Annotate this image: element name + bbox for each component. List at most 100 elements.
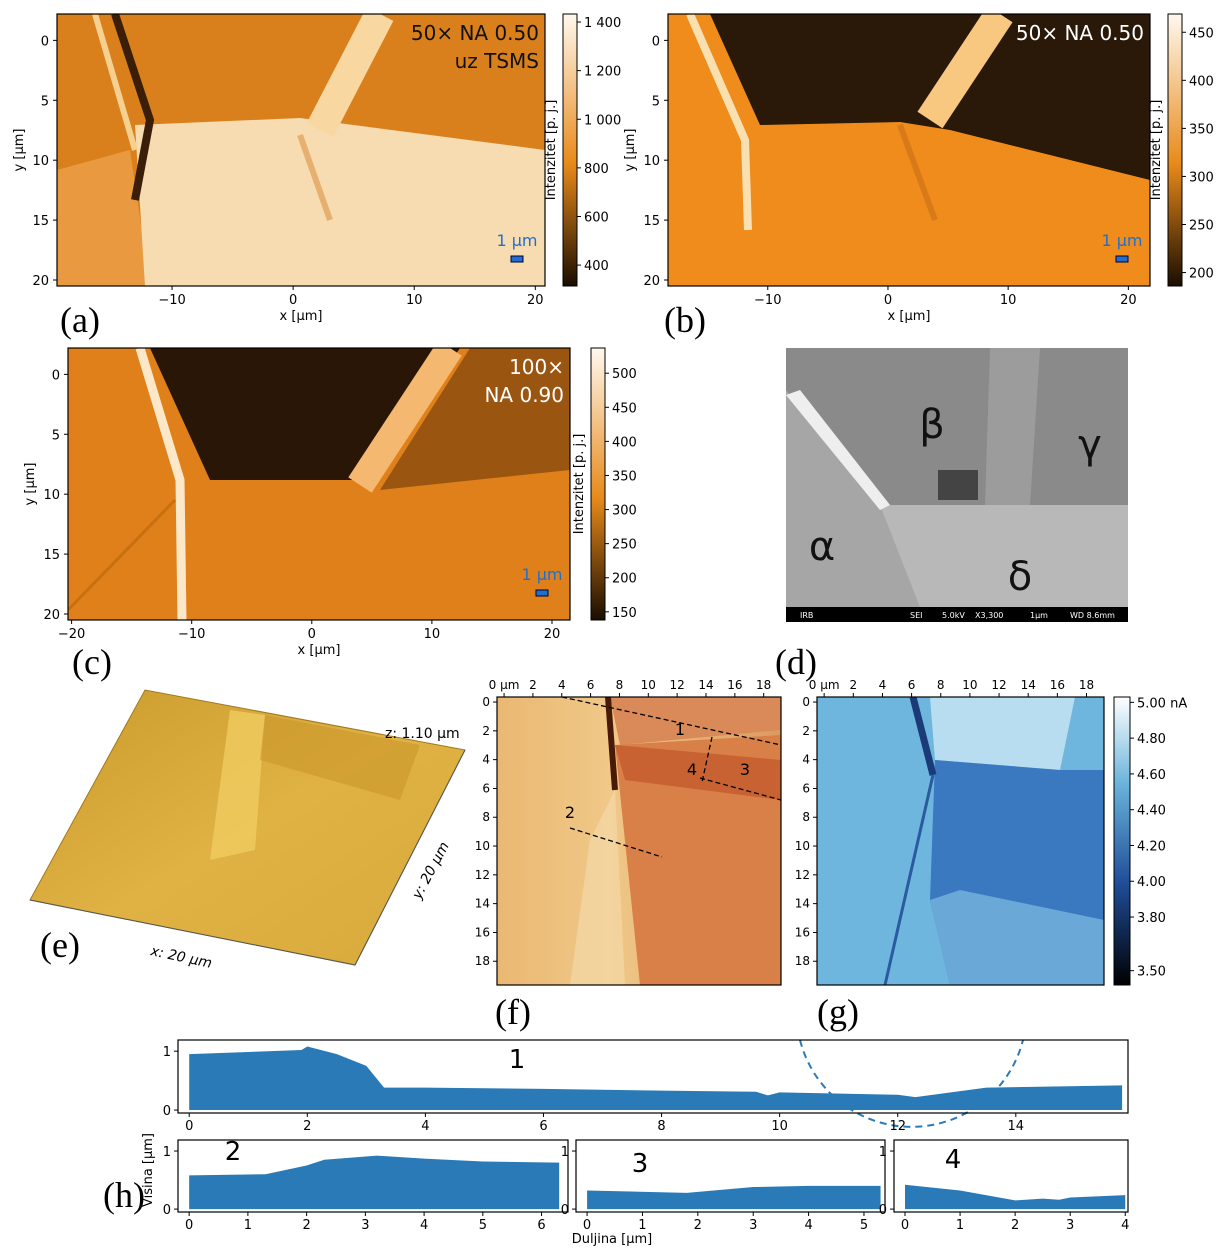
x-tick-label: 1 xyxy=(956,1218,964,1233)
region-label: γ xyxy=(1078,422,1102,468)
x-tick-label: 4 xyxy=(1121,1218,1129,1233)
x-tick-label: 14 xyxy=(1021,678,1036,692)
scale-bar-label: 1 µm xyxy=(521,565,562,584)
y-tick-label: 8 xyxy=(482,810,490,824)
x-tick-label: 10 xyxy=(424,627,441,642)
y-tick-label: 8 xyxy=(802,810,810,824)
y-tick-label: 14 xyxy=(475,897,490,911)
y-tick-label: 0 xyxy=(163,1104,171,1119)
panel-label: (h) xyxy=(103,1175,145,1215)
area xyxy=(905,1184,1126,1210)
colorbar-tick-label: 4.60 xyxy=(1137,768,1166,783)
frame xyxy=(177,1139,569,1213)
x-tick-label: 0 xyxy=(185,1218,193,1233)
x-tick-label: 2 xyxy=(302,1218,310,1233)
x-tick-label: −10 xyxy=(754,293,781,308)
colorbar-label: Intenzitet [p. j.] xyxy=(1149,100,1164,201)
y-tick-label: 0 xyxy=(561,1203,569,1218)
scale-bar xyxy=(535,589,549,597)
region-label: β xyxy=(919,402,945,448)
colorbar-tick-label: 4.00 xyxy=(1137,875,1166,890)
frame xyxy=(67,347,571,621)
x-tick-label: 1 xyxy=(638,1218,646,1233)
profile-label: 2 xyxy=(565,803,575,822)
sem-info: X3,300 xyxy=(975,611,1003,620)
x-tick-label: 18 xyxy=(756,678,771,692)
x-tick-label: 8 xyxy=(937,678,945,692)
panel-label: (c) xyxy=(72,642,112,682)
map-f xyxy=(497,697,781,985)
x-tick-label: 4 xyxy=(420,1218,428,1233)
y-tick-label: 0 xyxy=(41,34,49,49)
surface-3d xyxy=(29,689,466,966)
sem-image xyxy=(786,348,1128,622)
colorbar-tick-label: 4.20 xyxy=(1137,839,1166,854)
x-tick-label: 12 xyxy=(991,678,1006,692)
y-tick-label: 20 xyxy=(643,274,660,289)
x-tick-label: 0 µm xyxy=(489,678,520,692)
y-tick-label: 16 xyxy=(475,925,490,939)
x-tick-label: 0 xyxy=(884,293,892,308)
scale-bar-label: 1 µm xyxy=(496,231,537,250)
colorbar-tick-label: 300 xyxy=(612,504,637,519)
x-tick-label: 2 xyxy=(849,678,857,692)
image-a xyxy=(57,14,545,286)
colorbar-tick-label: 400 xyxy=(612,435,637,450)
x-tick-label: 10 xyxy=(406,293,423,308)
panel-label: (e) xyxy=(40,925,80,965)
x-tick-label: 2 xyxy=(303,1119,311,1134)
x-tick-label: 20 xyxy=(1120,293,1137,308)
profile-label: 4 xyxy=(945,1145,962,1175)
frame xyxy=(816,696,1105,986)
scale-bar xyxy=(510,255,524,263)
x-tick-label: 5 xyxy=(860,1218,868,1233)
panel-label: (g) xyxy=(817,992,859,1032)
x-tick-label: 2 xyxy=(694,1218,702,1233)
y-tick-label: 5 xyxy=(52,428,60,443)
y-tick-label: 1 xyxy=(163,1045,171,1060)
sem-info: 1µm xyxy=(1030,611,1048,620)
x-tick-label: 10 xyxy=(962,678,977,692)
x-tick-label: 6 xyxy=(537,1218,545,1233)
colorbar-tick-label: 4.40 xyxy=(1137,804,1166,819)
annotation: 100× xyxy=(509,355,564,379)
y-tick-label: 10 xyxy=(643,154,660,169)
area xyxy=(189,1046,1123,1111)
colorbar-tick-label: 200 xyxy=(612,572,637,587)
sem-info: WD 8.6mm xyxy=(1070,611,1115,620)
frame xyxy=(56,13,546,287)
x-tick-label: 1 xyxy=(244,1218,252,1233)
colorbar-tick-label: 200 xyxy=(1189,267,1214,282)
y-tick-label: 16 xyxy=(795,925,810,939)
y-tick-label: 14 xyxy=(795,897,810,911)
colorbar-tick-label: 3.50 xyxy=(1137,965,1166,980)
colorbar-tick-label: 250 xyxy=(612,538,637,553)
x-tick-label: 4 xyxy=(804,1218,812,1233)
x-label: x [µm] xyxy=(888,309,931,324)
y-tick-label: 10 xyxy=(475,839,490,853)
x-tick-label: 6 xyxy=(908,678,916,692)
colorbar-tick-label: 350 xyxy=(1189,122,1214,137)
y-tick-label: 18 xyxy=(475,954,490,968)
y-tick-label: 10 xyxy=(795,839,810,853)
x-tick-label: 8 xyxy=(616,678,624,692)
colorbar-label: Intenzitet [p. j.] xyxy=(572,434,587,535)
annotation: NA 0.90 xyxy=(484,383,564,407)
profile-label: 4 xyxy=(687,760,697,779)
x-tick-label: 0 µm xyxy=(809,678,840,692)
x-tick-label: 10 xyxy=(641,678,656,692)
frame xyxy=(177,1039,1129,1114)
arc xyxy=(799,1039,1024,1128)
y-tick-label: 10 xyxy=(32,154,49,169)
image-b xyxy=(668,14,1150,286)
region-label: α xyxy=(809,524,835,570)
frame xyxy=(893,1139,1129,1213)
x-tick-label: 14 xyxy=(1008,1119,1025,1134)
colorbar xyxy=(1113,696,1131,986)
colorbar-tick-label: 800 xyxy=(584,162,609,177)
x-tick-label: 0 xyxy=(583,1218,591,1233)
sem-info: 5.0kV xyxy=(942,611,965,620)
profile-label: 1 xyxy=(509,1045,526,1075)
scale-bar xyxy=(1115,255,1129,263)
